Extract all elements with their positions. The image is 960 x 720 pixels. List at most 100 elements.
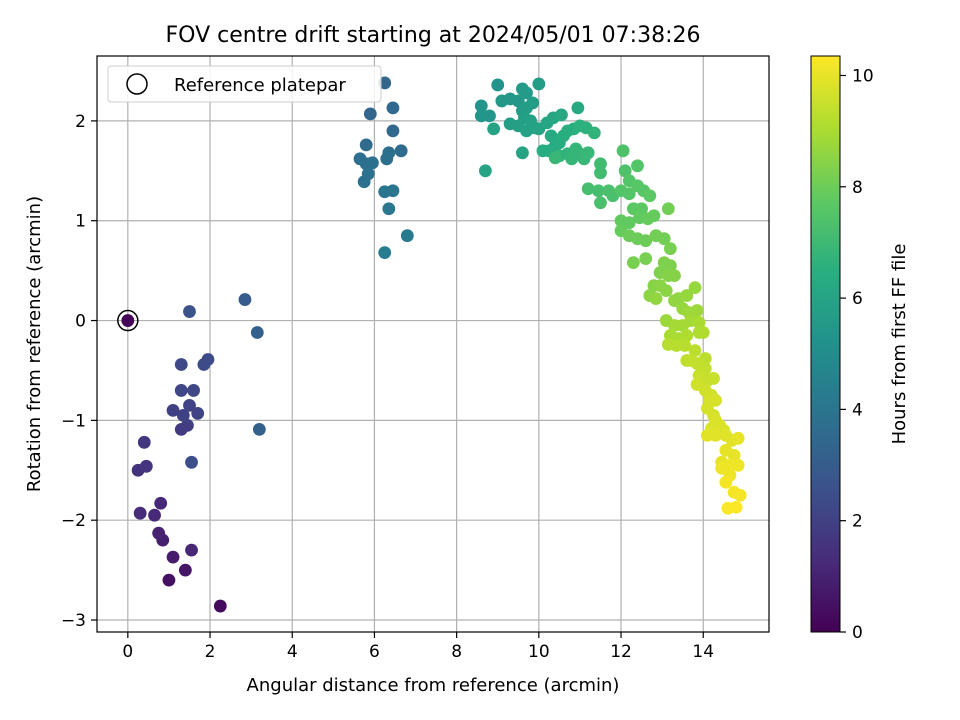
y-tick-label: −2: [61, 511, 86, 531]
legend-label-reference-platepar: Reference platepar: [174, 75, 346, 96]
data-point: [594, 166, 607, 180]
data-point: [250, 326, 264, 339]
data-point: [707, 372, 720, 385]
data-point: [359, 138, 373, 152]
y-axis: −3 −2 −1 0 1 2: [61, 112, 97, 631]
data-point: [729, 500, 743, 514]
y-tick-label: −1: [61, 411, 86, 431]
x-tick-label: 2: [205, 642, 216, 662]
data-point: [201, 353, 215, 366]
colorbar-label: Hours from first FF file: [889, 244, 910, 445]
colorbar-tick-label: 0: [852, 623, 863, 643]
colorbar: 0 2 4 6 8 10 Hours from first FF file: [810, 55, 910, 643]
data-point: [154, 496, 168, 510]
data-points: [117, 76, 747, 613]
data-point: [183, 398, 196, 412]
data-point: [565, 152, 579, 166]
data-point: [185, 543, 198, 557]
data-point: [166, 403, 180, 417]
data-point: [594, 157, 607, 171]
data-point: [731, 431, 745, 445]
data-point: [690, 304, 704, 317]
legend-box: [107, 65, 382, 103]
x-tick-label: 4: [287, 642, 298, 662]
x-tick-label: 0: [122, 642, 133, 662]
data-point: [178, 563, 192, 577]
data-point: [663, 259, 677, 273]
data-point: [238, 293, 252, 306]
data-point: [639, 252, 653, 266]
data-point: [581, 146, 595, 160]
y-tick-label: 2: [75, 112, 86, 132]
colorbar-ticks: 0 2 4 6 8 10: [840, 66, 874, 643]
colorbar-tick-label: 4: [852, 400, 863, 420]
colorbar-tick-label: 8: [852, 178, 863, 198]
y-tick-label: −3: [61, 611, 86, 631]
data-point: [487, 122, 501, 136]
data-point: [386, 124, 400, 138]
data-point: [526, 96, 540, 110]
plot-frame: [96, 55, 770, 633]
data-point: [719, 475, 733, 489]
data-point: [571, 101, 585, 115]
data-point: [213, 599, 227, 613]
data-point: [618, 164, 632, 178]
data-point: [616, 144, 630, 158]
y-tick-label: 0: [75, 312, 86, 332]
colorbar-tick-label: 2: [852, 512, 863, 532]
data-point: [587, 126, 601, 140]
x-axis: 0 2 4 6 8 10 12 14: [122, 632, 714, 662]
y-axis-label: Rotation from reference (arcmin): [24, 196, 45, 492]
data-point: [183, 305, 196, 318]
y-tick-label: 1: [75, 212, 86, 232]
data-point: [622, 187, 636, 201]
data-point: [622, 216, 636, 230]
data-point: [581, 182, 595, 196]
data-point: [185, 455, 198, 469]
data-point: [520, 124, 533, 138]
data-point: [688, 281, 702, 294]
legend: Reference platepar: [107, 65, 382, 103]
data-point: [647, 209, 661, 223]
data-point: [631, 159, 644, 173]
data-point: [386, 101, 400, 115]
colorbar-tick-label: 6: [852, 289, 863, 309]
data-point: [661, 202, 675, 216]
data-point: [680, 289, 694, 302]
data-point: [365, 156, 379, 170]
data-point: [357, 175, 371, 189]
data-point: [162, 573, 176, 587]
data-point: [696, 326, 710, 339]
data-point: [181, 418, 194, 432]
data-point: [174, 358, 188, 371]
data-point: [688, 344, 702, 357]
data-point: [678, 339, 692, 352]
data-point: [594, 196, 607, 210]
data-point: [176, 408, 190, 422]
legend-marker-reference-platepar: [126, 73, 148, 95]
data-point: [692, 316, 706, 329]
reference-platepar-marker: [117, 309, 139, 332]
data-point: [386, 184, 400, 198]
colorbar-gradient: [810, 55, 841, 633]
data-point: [532, 77, 546, 91]
x-tick-label: 8: [451, 642, 462, 662]
data-point: [166, 550, 180, 564]
data-point: [252, 422, 266, 436]
data-point: [378, 76, 392, 90]
data-point: [731, 458, 745, 472]
grid-lines: [97, 56, 769, 632]
data-point: [626, 256, 640, 270]
x-axis-label: Angular distance from reference (arcmin): [247, 675, 620, 696]
data-point: [663, 242, 677, 256]
data-point: [649, 292, 663, 305]
data-point: [643, 189, 657, 203]
data-point: [520, 86, 533, 100]
data-point: [148, 508, 161, 522]
x-tick-label: 6: [369, 642, 380, 662]
data-point: [491, 78, 505, 92]
data-point: [133, 506, 147, 520]
x-tick-label: 10: [528, 642, 550, 662]
data-point: [382, 146, 396, 160]
